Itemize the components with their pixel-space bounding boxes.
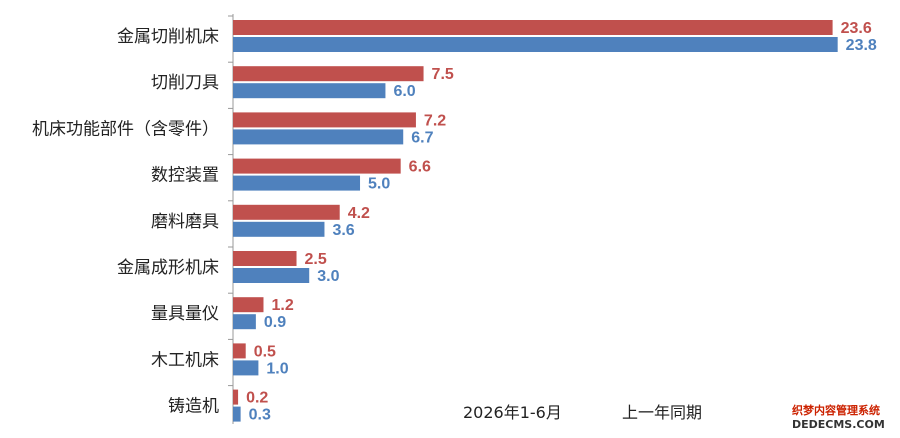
category-label: 机床功能部件（含零件） (32, 119, 219, 139)
bar-previous (233, 129, 404, 145)
data-label: 7.5 (432, 66, 454, 83)
bar-previous (233, 360, 259, 376)
data-label: 0.3 (249, 407, 271, 424)
legend: 2026年1-6月 上一年同期 (463, 403, 702, 422)
bar-previous (233, 175, 361, 191)
data-label: 0.5 (254, 343, 276, 360)
bar-current (233, 204, 340, 220)
legend-series-1: 2026年1-6月 (463, 403, 562, 422)
bar-current (233, 112, 416, 128)
data-label: 6.7 (411, 129, 433, 146)
data-label: 23.8 (846, 37, 877, 54)
data-label: 1.0 (266, 360, 288, 377)
data-label: 2.5 (305, 251, 327, 268)
bar-previous (233, 314, 256, 330)
watermark: 织梦内容管理系统 DEDECMS.COM (792, 403, 885, 431)
bar-previous (233, 268, 310, 283)
bar-current (233, 20, 833, 35)
category-label: 铸造机 (168, 397, 219, 417)
bar-previous (233, 406, 241, 422)
bar-current (233, 297, 264, 313)
legend-series-2: 上一年同期 (622, 403, 702, 422)
category-label: 金属成形机床 (117, 258, 219, 278)
category-label: 数控装置 (151, 166, 219, 186)
data-label: 6.6 (409, 159, 431, 176)
data-label: 5.0 (368, 176, 390, 193)
bar-current (233, 66, 424, 82)
watermark-line2: DEDECMS.COM (792, 418, 885, 431)
bar-previous (233, 83, 386, 99)
category-label: 切削刀具 (151, 73, 219, 93)
bar-current (233, 343, 246, 359)
data-label: 6.0 (393, 83, 415, 100)
data-label: 3.6 (332, 222, 354, 239)
category-label: 金属切削机床 (117, 27, 219, 47)
bar-current (233, 158, 401, 174)
category-label: 木工机床 (151, 350, 219, 370)
data-label: 0.2 (246, 390, 268, 407)
data-label: 7.2 (424, 112, 446, 129)
bar-current (233, 251, 297, 266)
data-label: 23.6 (841, 20, 872, 37)
data-label: 1.2 (271, 297, 293, 314)
bar-current (233, 389, 239, 405)
data-label: 4.2 (348, 205, 370, 222)
category-label: 磨料磨具 (151, 212, 219, 232)
data-label: 3.0 (317, 268, 339, 285)
category-label: 量具量仪 (151, 304, 219, 324)
bar-previous (233, 221, 325, 237)
watermark-line1: 织梦内容管理系统 (792, 403, 880, 417)
data-label: 0.9 (264, 314, 286, 331)
bar-previous (233, 37, 838, 52)
